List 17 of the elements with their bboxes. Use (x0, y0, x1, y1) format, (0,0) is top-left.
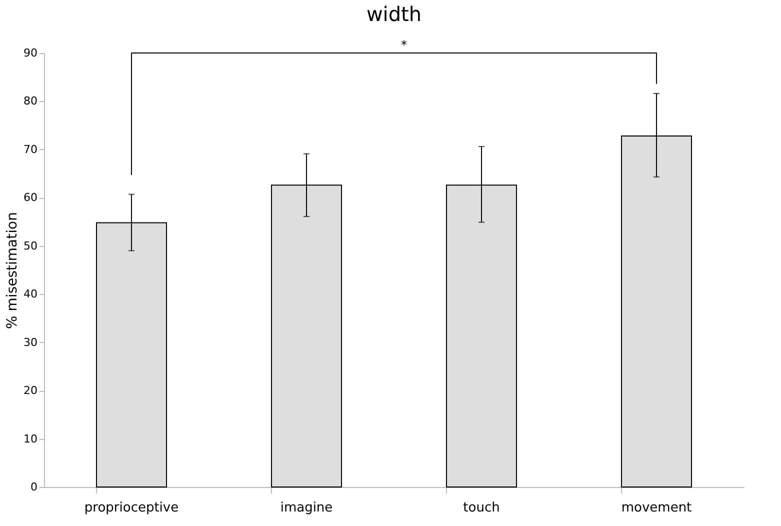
y-tick-label: 40 (24, 288, 38, 301)
y-tick-label: 90 (24, 46, 38, 60)
x-tick-label: proprioceptive (84, 500, 179, 516)
y-tick-label: 50 (24, 239, 38, 252)
x-tick-label: touch (463, 500, 500, 516)
y-axis-title: % misestimation (4, 212, 21, 329)
text: * (401, 38, 407, 52)
y-tick-label: 70 (24, 142, 38, 156)
y-tick-label: 20 (24, 384, 38, 398)
y-tick-label: 0 (30, 480, 38, 494)
y-tick-label: 80 (24, 94, 38, 108)
chart-title: width (366, 2, 422, 26)
x-tick-label: imagine (280, 500, 333, 516)
y-tick-label: 10 (24, 432, 38, 446)
y-tick-label: 30 (24, 336, 38, 349)
y-tick-label: 60 (24, 191, 38, 204)
x-tick-label: movement (621, 500, 692, 516)
